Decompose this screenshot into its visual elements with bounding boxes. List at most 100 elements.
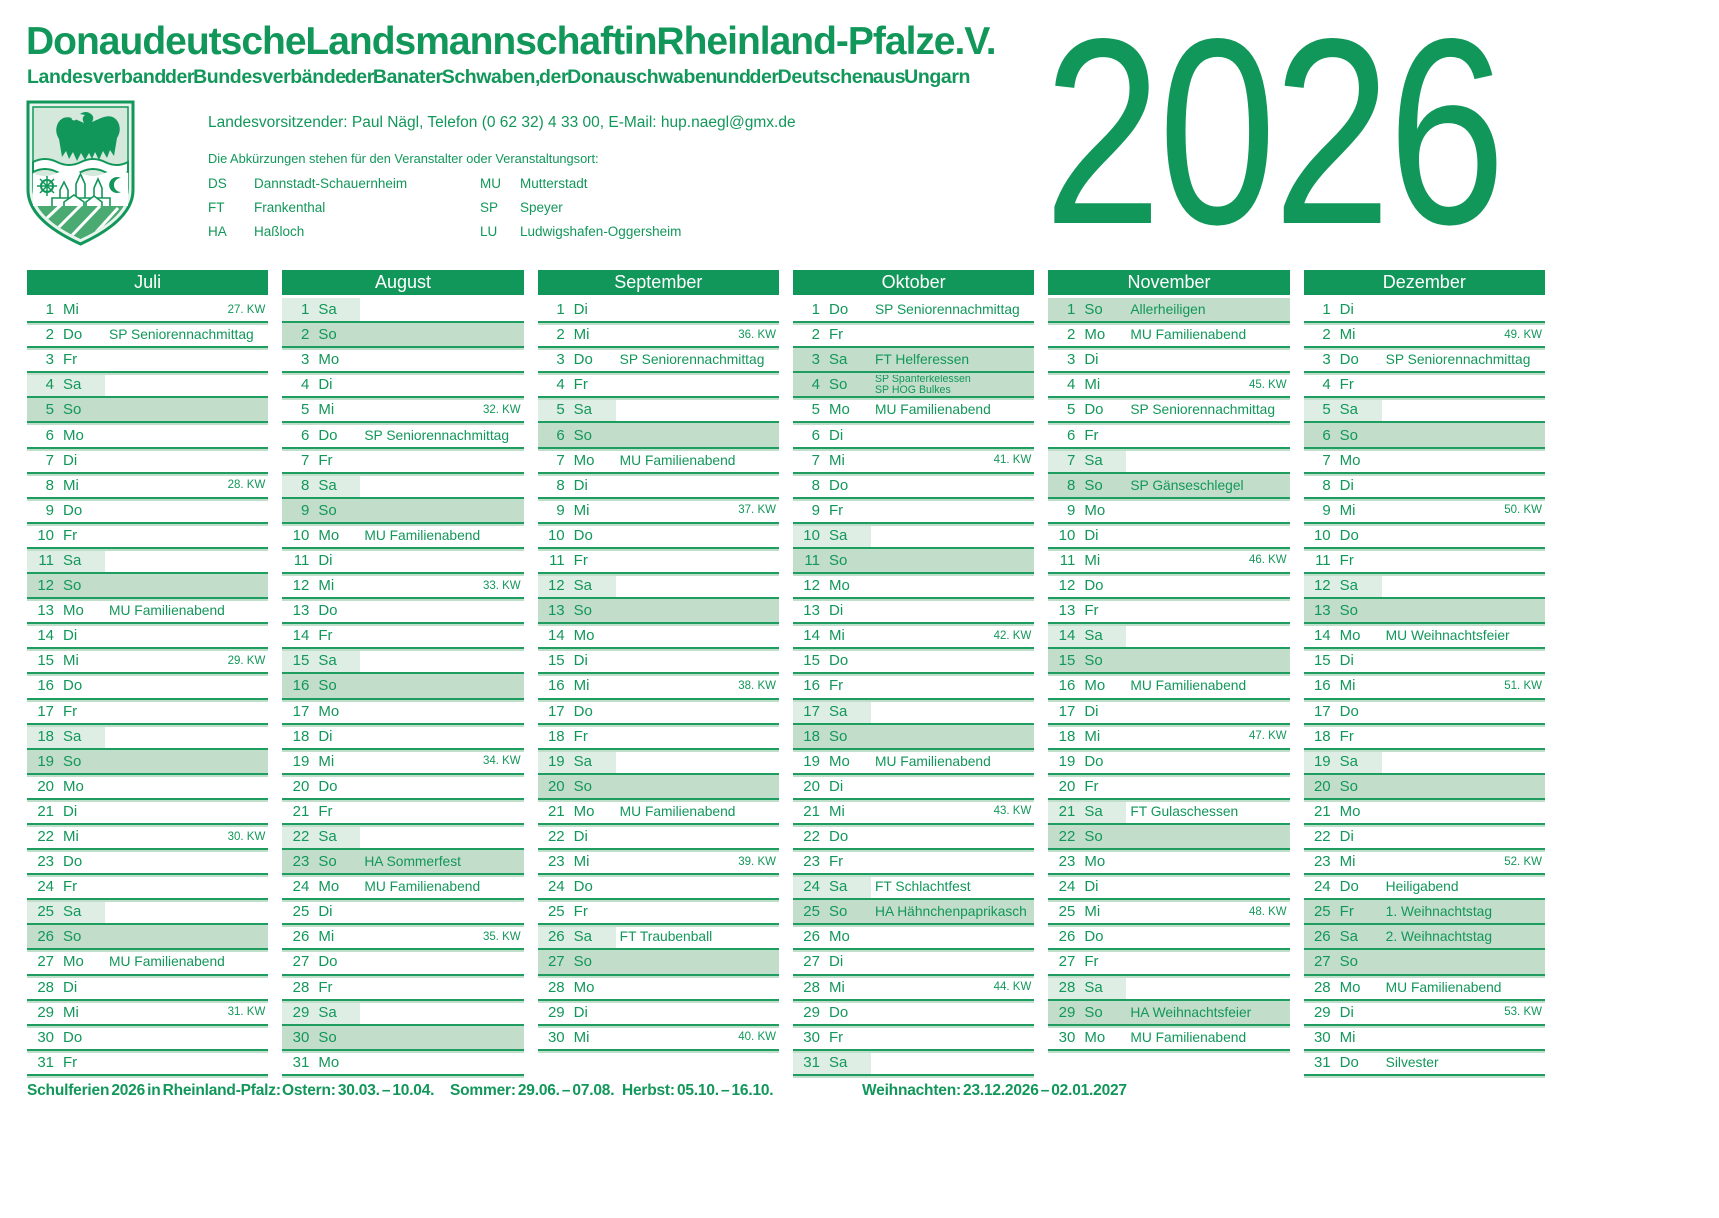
day-cell: 29 So [1048, 1001, 1126, 1024]
day-number: 23 [292, 853, 310, 871]
day-cell: 25 Fr [538, 900, 616, 923]
school-holiday-range: Sommer: 29.06. – 07.08. [450, 1082, 615, 1099]
day-row: 28 Mo MU Familienabend [1303, 975, 1546, 1001]
day-number: 31 [1313, 1053, 1331, 1071]
day-number: 23 [547, 853, 565, 871]
day-event: 2. Weihnachtstag [1385, 929, 1493, 945]
day-row: 28 Di [27, 975, 269, 1001]
day-number: 4 [556, 376, 565, 394]
month-title: September [537, 270, 779, 295]
day-abbrev: Do [318, 777, 338, 795]
day-cell: 4 So [793, 373, 871, 396]
day-row: 2 So [282, 323, 524, 349]
day-cell: 11 Mi [1048, 549, 1126, 572]
day-number: 14 [1058, 627, 1076, 645]
day-abbrev: Sa [318, 828, 337, 846]
day-event: FT Helferessen [874, 352, 970, 368]
day-number: 24 [803, 878, 820, 896]
day-number: 20 [803, 777, 820, 795]
day-abbrev: Fr [1084, 777, 1099, 795]
day-abbrev: Di [63, 978, 78, 996]
day-abbrev: Sa [1339, 401, 1359, 419]
day-row: 4 So SP Spanferkelessen SP HOG Bulkes [792, 373, 1035, 399]
day-abbrev: Fr [63, 702, 78, 720]
day-row: 2 Mi 49. KW [1303, 323, 1546, 349]
month-column-juli: Juli 1 Mi 27. KW 2 Do SP Seniorennachmittag 3 Fr… [27, 270, 269, 1076]
day-number: 22 [292, 828, 310, 846]
day-row: 4 Mi 45. KW [1048, 373, 1290, 399]
school-holiday-range: Ostern: 30.03. – 10.04. [282, 1082, 435, 1099]
day-abbrev: Do [1084, 577, 1104, 595]
day-event: MU Familienabend [1130, 327, 1247, 343]
day-cell: 2 Mo [1048, 323, 1126, 346]
day-abbrev: So [828, 376, 848, 394]
day-number: 4 [811, 376, 820, 394]
day-abbrev: Sa [573, 401, 593, 419]
day-number: 30 [1058, 1028, 1076, 1046]
day-cell: 13 Fr [1048, 599, 1126, 622]
day-number: 16 [547, 677, 565, 695]
day-abbrev: Mi [828, 451, 845, 469]
day-number: 30 [292, 1028, 310, 1046]
day-number: 19 [1313, 752, 1331, 770]
day-abbrev: Sa [63, 376, 82, 394]
day-number: 22 [547, 828, 565, 846]
day-number: 27 [803, 953, 820, 971]
day-number: 9 [1066, 501, 1076, 519]
day-abbrev: Mi [1339, 677, 1356, 695]
day-cell: 8 Di [1304, 474, 1382, 497]
day-cell: 17 Do [538, 700, 616, 723]
day-row: 22 Di [1303, 824, 1546, 851]
day-cell: 14 Sa [1048, 624, 1127, 648]
day-cell: 23 Mo [1048, 850, 1126, 873]
day-number: 12 [292, 577, 310, 595]
day-row: 5 So [27, 398, 269, 424]
day-abbrev: Mo [573, 978, 595, 996]
day-abbrev: Mo [828, 928, 850, 946]
day-abbrev: Mo [573, 802, 595, 820]
day-number: 21 [292, 802, 310, 820]
day-row: 14 Mi 42. KW [792, 624, 1035, 650]
day-abbrev: Mi [573, 677, 590, 695]
abbrev-name: Haßloch [254, 224, 305, 239]
day-number: 20 [1058, 777, 1076, 795]
day-abbrev: Fr [1339, 903, 1354, 921]
day-abbrev: Sa [828, 702, 848, 720]
day-row: 17 Do [1303, 699, 1546, 725]
calendar-week-label: 41. KW [993, 454, 1032, 467]
day-row: 22 Di [537, 824, 780, 851]
day-number: 11 [804, 551, 820, 569]
day-abbrev: Do [573, 351, 593, 369]
day-abbrev: Sa [1084, 978, 1103, 996]
day-cell: 30 So [282, 1026, 360, 1049]
day-cell: 18 So [793, 725, 871, 748]
day-abbrev: Fr [1084, 953, 1099, 971]
month-title: November [1048, 270, 1290, 295]
day-abbrev: Mi [573, 501, 590, 519]
day-cell: 26 Sa [537, 925, 616, 949]
day-number: 28 [803, 978, 820, 996]
day-abbrev: Sa [63, 903, 82, 921]
day-number: 13 [547, 602, 565, 620]
day-number: 26 [292, 928, 310, 946]
day-cell: 17 Fr [27, 700, 105, 723]
day-abbrev: Di [63, 802, 78, 820]
day-cell: 15 Di [538, 649, 616, 672]
day-row: 9 Mo [1048, 498, 1290, 524]
month-column-oktober: Oktober 1 Do SP Seniorennachmittag 2 Fr 3 Sa FT … [792, 270, 1035, 1076]
day-number: 29 [292, 1003, 310, 1021]
day-abbrev: Sa [1339, 577, 1359, 595]
day-row: 23 Do [27, 850, 269, 876]
day-cell: 17 Mo [282, 700, 360, 723]
day-cell: 26 So [27, 925, 105, 948]
day-abbrev: Mo [1339, 451, 1361, 469]
day-abbrev: Mo [318, 351, 340, 369]
day-abbrev: So [828, 551, 848, 569]
day-cell: 19 Sa [537, 749, 616, 773]
day-event: FT Gulaschessen [1130, 803, 1239, 819]
day-abbrev: Do [1084, 401, 1104, 419]
day-cell: 9 So [282, 499, 360, 522]
day-abbrev: Fr [828, 677, 844, 695]
day-cell: 11 Di [282, 549, 360, 572]
day-cell: 2 Mi [1304, 323, 1382, 346]
